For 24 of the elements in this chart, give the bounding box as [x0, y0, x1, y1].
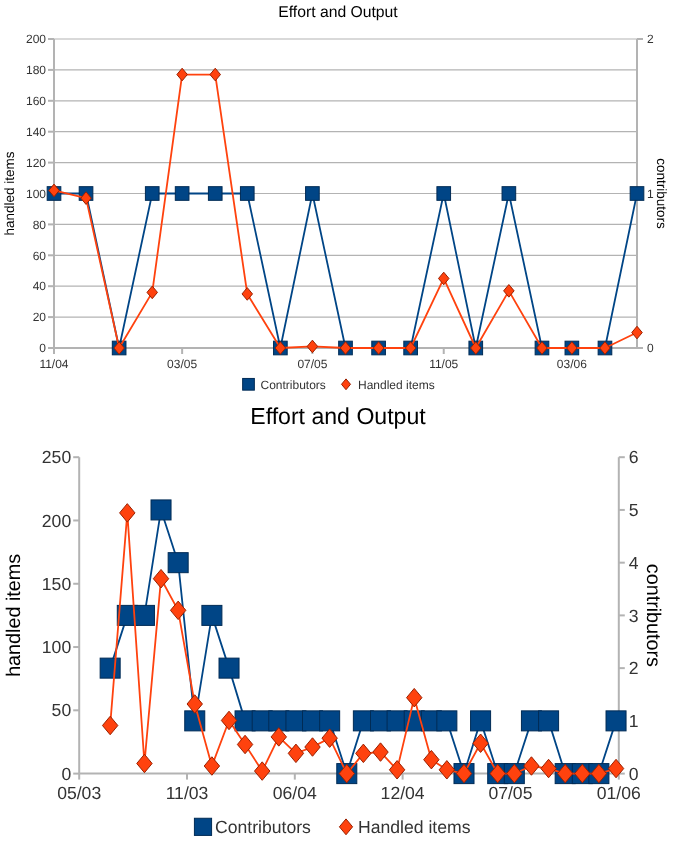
legend-label: Contributors	[215, 817, 313, 837]
y2-tick-label: 1	[628, 711, 639, 732]
y2-axis-title: contributors	[641, 563, 664, 668]
y2-tick-label: 5	[628, 500, 639, 521]
y-tick-label: 200	[41, 510, 72, 531]
y2-tick-label: 3	[628, 605, 639, 626]
y2-tick-label: 2	[628, 658, 639, 679]
y-axis-title: handled items	[3, 553, 26, 677]
x-tick-label: 12/04	[380, 783, 425, 804]
y-tick-label: 250	[41, 447, 72, 468]
y-tick-label: 100	[41, 637, 72, 658]
y2-tick-label: 4	[628, 552, 639, 573]
y-tick-label: 50	[51, 700, 72, 721]
x-tick-label: 01/06	[596, 783, 642, 804]
y-tick-label: 0	[61, 763, 72, 784]
x-tick-label: 05/03	[57, 783, 102, 804]
y-tick-label: 150	[41, 573, 72, 594]
x-tick-label: 07/05	[488, 783, 533, 804]
x-tick-label: 06/04	[272, 783, 318, 804]
x-tick-label: 11/03	[165, 783, 209, 804]
legend-label: Handled items	[358, 817, 472, 837]
y2-tick-label: 0	[628, 763, 639, 784]
y2-tick-label: 6	[628, 447, 639, 468]
chart-title: Effort and Output	[250, 406, 428, 431]
